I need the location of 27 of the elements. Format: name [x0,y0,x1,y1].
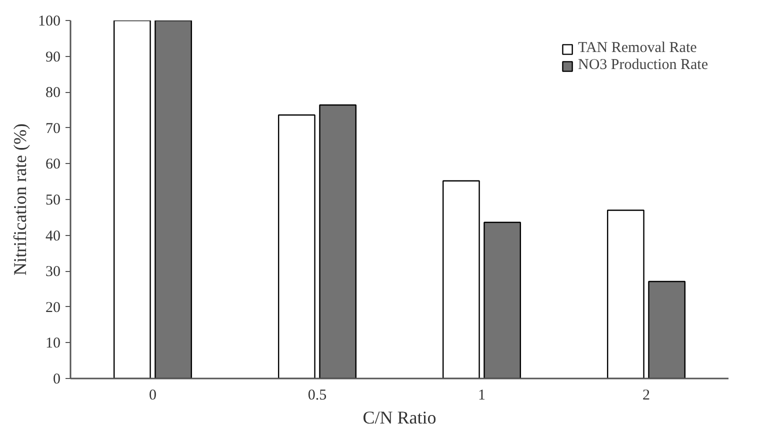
bar [484,222,522,378]
y-tick-label: 100 [38,14,60,30]
legend-label: NO3 Production Rate [578,57,708,74]
bar [113,20,151,378]
bar [154,20,192,378]
x-axis-title: C/N Ratio [362,408,436,428]
y-tick-label: 20 [46,300,60,316]
y-tick-label: 60 [46,156,60,173]
y-tick-label: 50 [46,192,60,208]
y-tick-label: 30 [46,264,60,280]
bar [319,104,357,378]
x-tick-label: 0.5 [308,388,327,404]
bar [278,114,316,378]
y-tick-label: 40 [46,228,60,244]
x-tick-label: 2 [642,388,650,404]
bar [606,210,644,378]
x-tick-label: 1 [478,388,486,404]
bar [442,180,480,378]
y-tick-label: 10 [46,336,60,352]
bar [648,280,686,378]
y-tick-label: 70 [46,120,60,137]
legend-label: TAN Removal Rate [578,40,697,57]
y-tick-label: 90 [46,49,60,66]
y-axis-title: Nitrification rate (%) [10,124,30,276]
y-tick-label: 0 [53,372,60,388]
y-tick-label: 80 [46,85,60,102]
x-tick-label: 0 [149,388,156,404]
